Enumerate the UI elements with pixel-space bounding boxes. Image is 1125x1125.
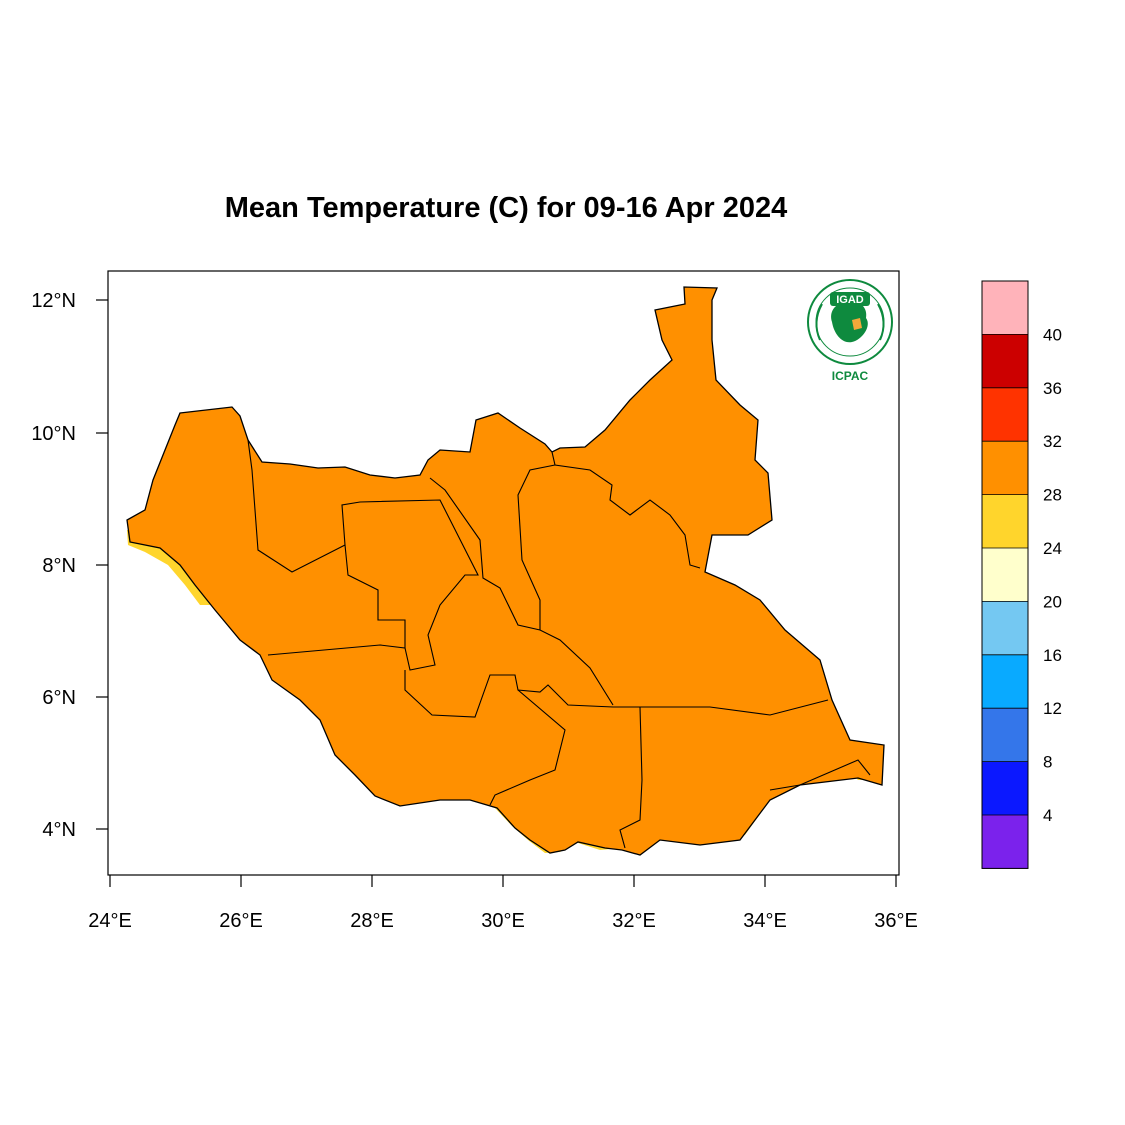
country-outline	[126, 286, 885, 856]
colorbar-swatch	[982, 387, 1028, 442]
boundary-upper-nile-w	[517, 464, 556, 630]
colorbar-frame	[981, 280, 1029, 869]
colorbar-swatch	[982, 281, 1028, 335]
colorbar-label: 36	[1043, 379, 1062, 398]
x-tick-label: 24°E	[88, 910, 132, 932]
colorbar-swatch	[982, 601, 1028, 656]
x-axis: 24°E 26°E 28°E 30°E 32°E 34°E 36°E	[88, 875, 918, 932]
colorbar-swatch	[982, 761, 1028, 816]
colorbar-swatch	[982, 815, 1028, 869]
y-axis: 12°N 10°N 8°N 6°N 4°N	[31, 290, 108, 841]
boundary-south-1	[489, 689, 566, 806]
colorbar-label: 20	[1043, 592, 1062, 611]
colorbar-label: 8	[1043, 753, 1052, 772]
colorbar-swatch	[982, 441, 1028, 496]
igad-logo: IGAD ICPAC	[807, 279, 893, 383]
x-tick-label: 36°E	[874, 910, 918, 932]
boundary-west-2	[267, 544, 406, 656]
colorbar-label: 32	[1043, 432, 1062, 451]
logo-name-banner	[830, 292, 870, 306]
boundary-central-3	[404, 670, 614, 718]
x-tick-label: 32°E	[612, 910, 656, 932]
boundary-east-2	[619, 706, 643, 849]
y-tick-label: 10°N	[31, 423, 76, 445]
temp-24-28-west	[127, 530, 215, 605]
colorbar-label: 4	[1043, 806, 1052, 825]
boundary-central-1	[341, 499, 479, 671]
boundary-west-1	[247, 439, 346, 573]
y-tick-label: 12°N	[31, 290, 76, 312]
boundary-jonglei	[551, 451, 701, 569]
colorbar-label: 12	[1043, 699, 1062, 718]
y-tick-label: 6°N	[42, 687, 76, 709]
colorbar-label: 28	[1043, 486, 1062, 505]
laurel-right-icon	[877, 303, 885, 341]
colorbar-swatch	[982, 494, 1028, 549]
state-boundaries	[247, 439, 871, 849]
boundary-se	[769, 759, 871, 791]
colorbar: 40 36 32 28 24 20 16 12 8 4	[981, 280, 1062, 869]
logo-subtitle: ICPAC	[832, 369, 869, 383]
colorbar-swatch	[982, 334, 1028, 389]
logo-name: IGAD	[836, 294, 864, 306]
boundary-central-2	[429, 477, 614, 706]
colorbar-swatch	[982, 548, 1028, 602]
colorbar-swatch	[982, 708, 1028, 763]
x-tick-label: 30°E	[481, 910, 525, 932]
laurel-left-icon	[815, 303, 823, 341]
colorbar-label: 16	[1043, 646, 1062, 665]
boundary-east-1	[613, 699, 829, 716]
colorbar-label: 40	[1043, 325, 1062, 344]
x-tick-label: 26°E	[219, 910, 263, 932]
x-tick-label: 34°E	[743, 910, 787, 932]
y-tick-label: 8°N	[42, 555, 76, 577]
colorbar-label: 24	[1043, 539, 1062, 558]
igad-region-highlight	[852, 318, 862, 330]
map-title: Mean Temperature (C) for 09-16 Apr 2024	[224, 192, 788, 224]
y-tick-label: 4°N	[42, 819, 76, 841]
x-tick-label: 28°E	[350, 910, 394, 932]
colorbar-swatch	[982, 654, 1028, 709]
africa-map-icon	[831, 302, 868, 343]
